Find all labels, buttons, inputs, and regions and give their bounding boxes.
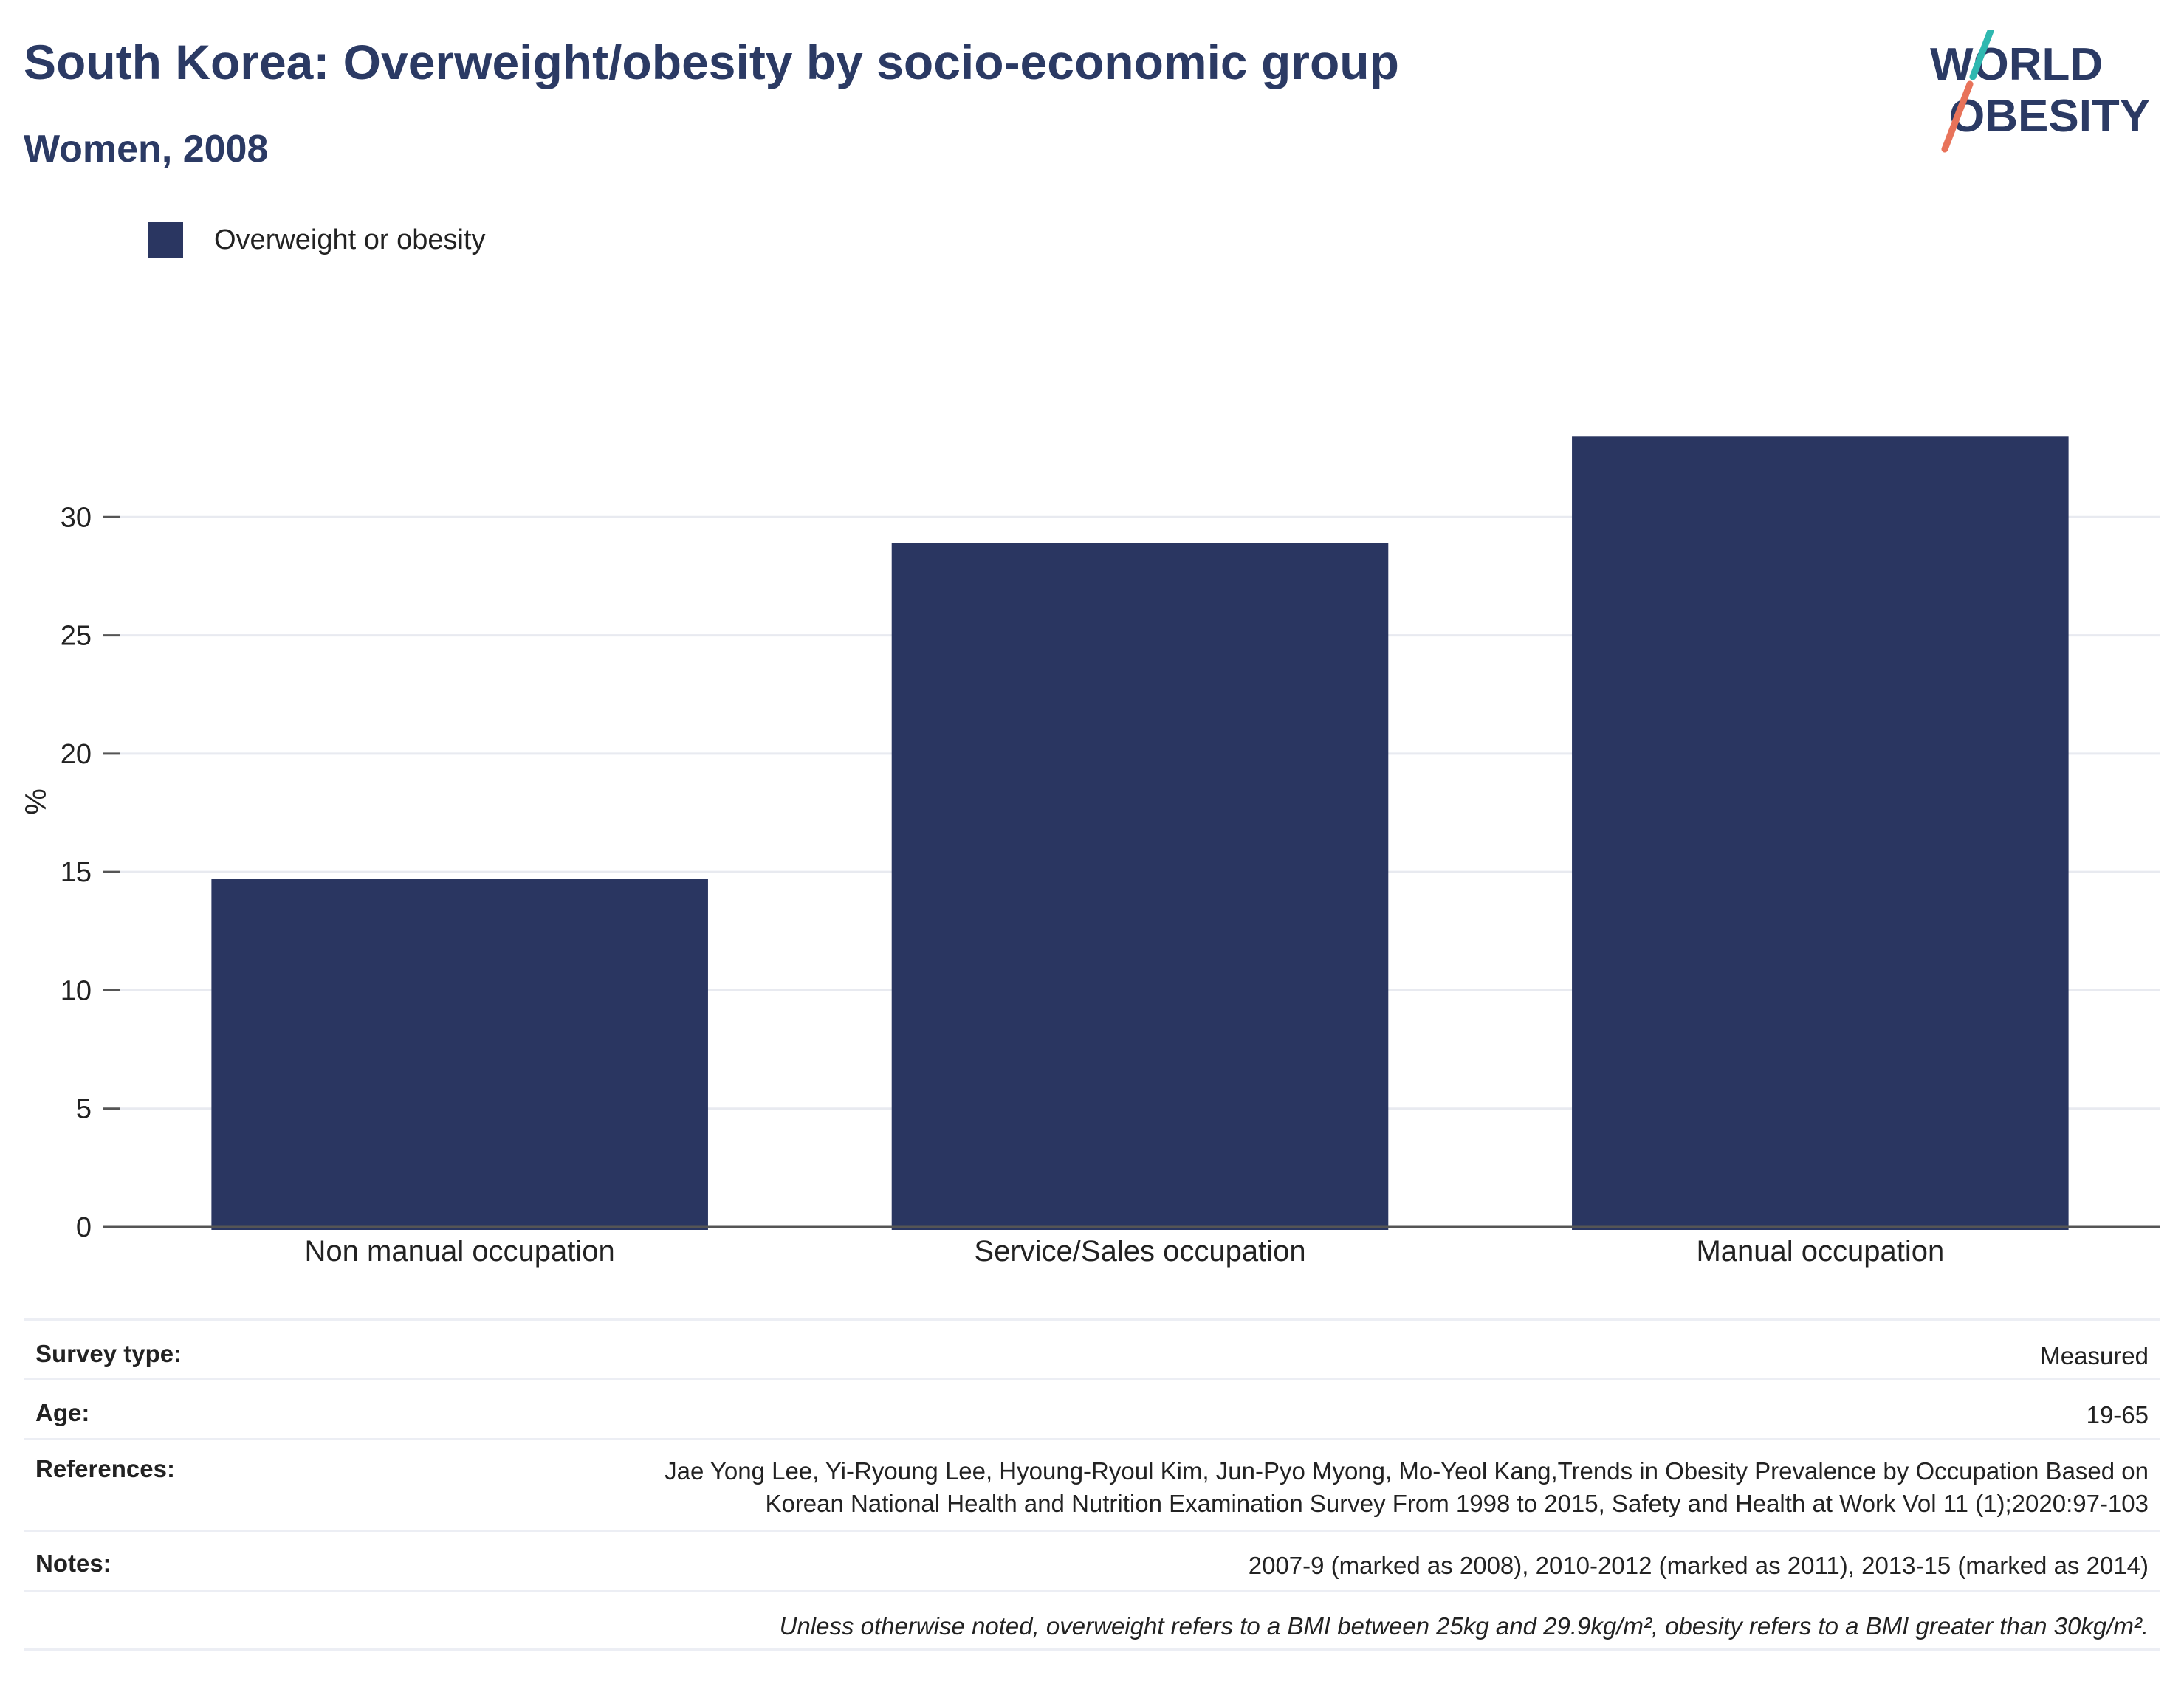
x-tick-labels: Non manual occupation Service/Sales occup… xyxy=(305,1235,1945,1268)
references-value: Jae Yong Lee, Yi-Ryoung Lee, Hyoung-Ryou… xyxy=(665,1455,2160,1520)
chart-subtitle: Women, 2008 xyxy=(24,128,269,171)
info-row-definition: Unless otherwise noted, overweight refer… xyxy=(24,1590,2160,1651)
y-tick-label: 0 xyxy=(76,1212,92,1243)
notes-label: Notes: xyxy=(35,1550,111,1577)
bar-manual-occupation xyxy=(1572,436,2069,1230)
y-tick-label: 15 xyxy=(61,857,92,888)
references-label: References: xyxy=(35,1455,175,1482)
x-tick-label: Non manual occupation xyxy=(305,1235,615,1268)
y-tick-label: 20 xyxy=(61,739,92,770)
legend: Overweight or obesity xyxy=(148,221,486,258)
bar-chart: 0 5 10 15 20 25 30 Non manual occupation Servic… xyxy=(20,436,2160,1268)
world-obesity-logo: WORLD OBESITY xyxy=(1930,30,2150,153)
references-line-1: Jae Yong Lee, Yi-Ryoung Lee, Hyoung-Ryou… xyxy=(665,1457,2149,1485)
y-tick-label: 30 xyxy=(61,502,92,533)
age-value: 19-65 xyxy=(2086,1401,2149,1428)
notes-value: 2007-9 (marked as 2008), 2010-2012 (mark… xyxy=(1248,1552,2149,1579)
y-tick-label: 10 xyxy=(61,975,92,1006)
x-tick-label: Manual occupation xyxy=(1696,1235,1944,1268)
bars xyxy=(211,436,2069,1230)
info-row-references: References: Jae Yong Lee, Yi-Ryoung Lee,… xyxy=(24,1438,2160,1530)
chart-title: South Korea: Overweight/obesity by socio… xyxy=(24,35,1399,89)
survey-type-label: Survey type: xyxy=(35,1340,182,1367)
info-row-age: Age: 19-65 xyxy=(24,1378,2160,1438)
y-axis-title: % xyxy=(20,788,52,815)
info-table: Survey type: Measured Age: 19-65 Referen… xyxy=(24,1318,2160,1651)
info-row-survey-type: Survey type: Measured xyxy=(24,1318,2160,1378)
logo-slash-bottom xyxy=(1941,80,1974,153)
y-tick-label: 5 xyxy=(76,1094,92,1125)
y-tick-label: 25 xyxy=(61,621,92,652)
logo-line2: OBESITY xyxy=(1949,91,2150,142)
survey-type-value: Measured xyxy=(2040,1342,2149,1369)
logo-line1: WORLD xyxy=(1930,39,2103,90)
logo-slash-top xyxy=(1969,30,1994,80)
legend-swatch xyxy=(148,222,183,258)
bmi-definition-note: Unless otherwise noted, overweight refer… xyxy=(779,1612,2149,1640)
references-line-2: Korean National Health and Nutrition Exa… xyxy=(765,1490,2149,1517)
x-tick-label: Service/Sales occupation xyxy=(974,1235,1305,1268)
bar-non-manual-occupation xyxy=(211,879,708,1230)
y-ticks: 0 5 10 15 20 25 30 xyxy=(61,502,120,1243)
age-label: Age: xyxy=(35,1399,90,1426)
legend-label: Overweight or obesity xyxy=(214,224,486,255)
info-row-notes: Notes: 2007-9 (marked as 2008), 2010-201… xyxy=(24,1530,2160,1590)
bar-service-sales-occupation xyxy=(891,543,1389,1230)
